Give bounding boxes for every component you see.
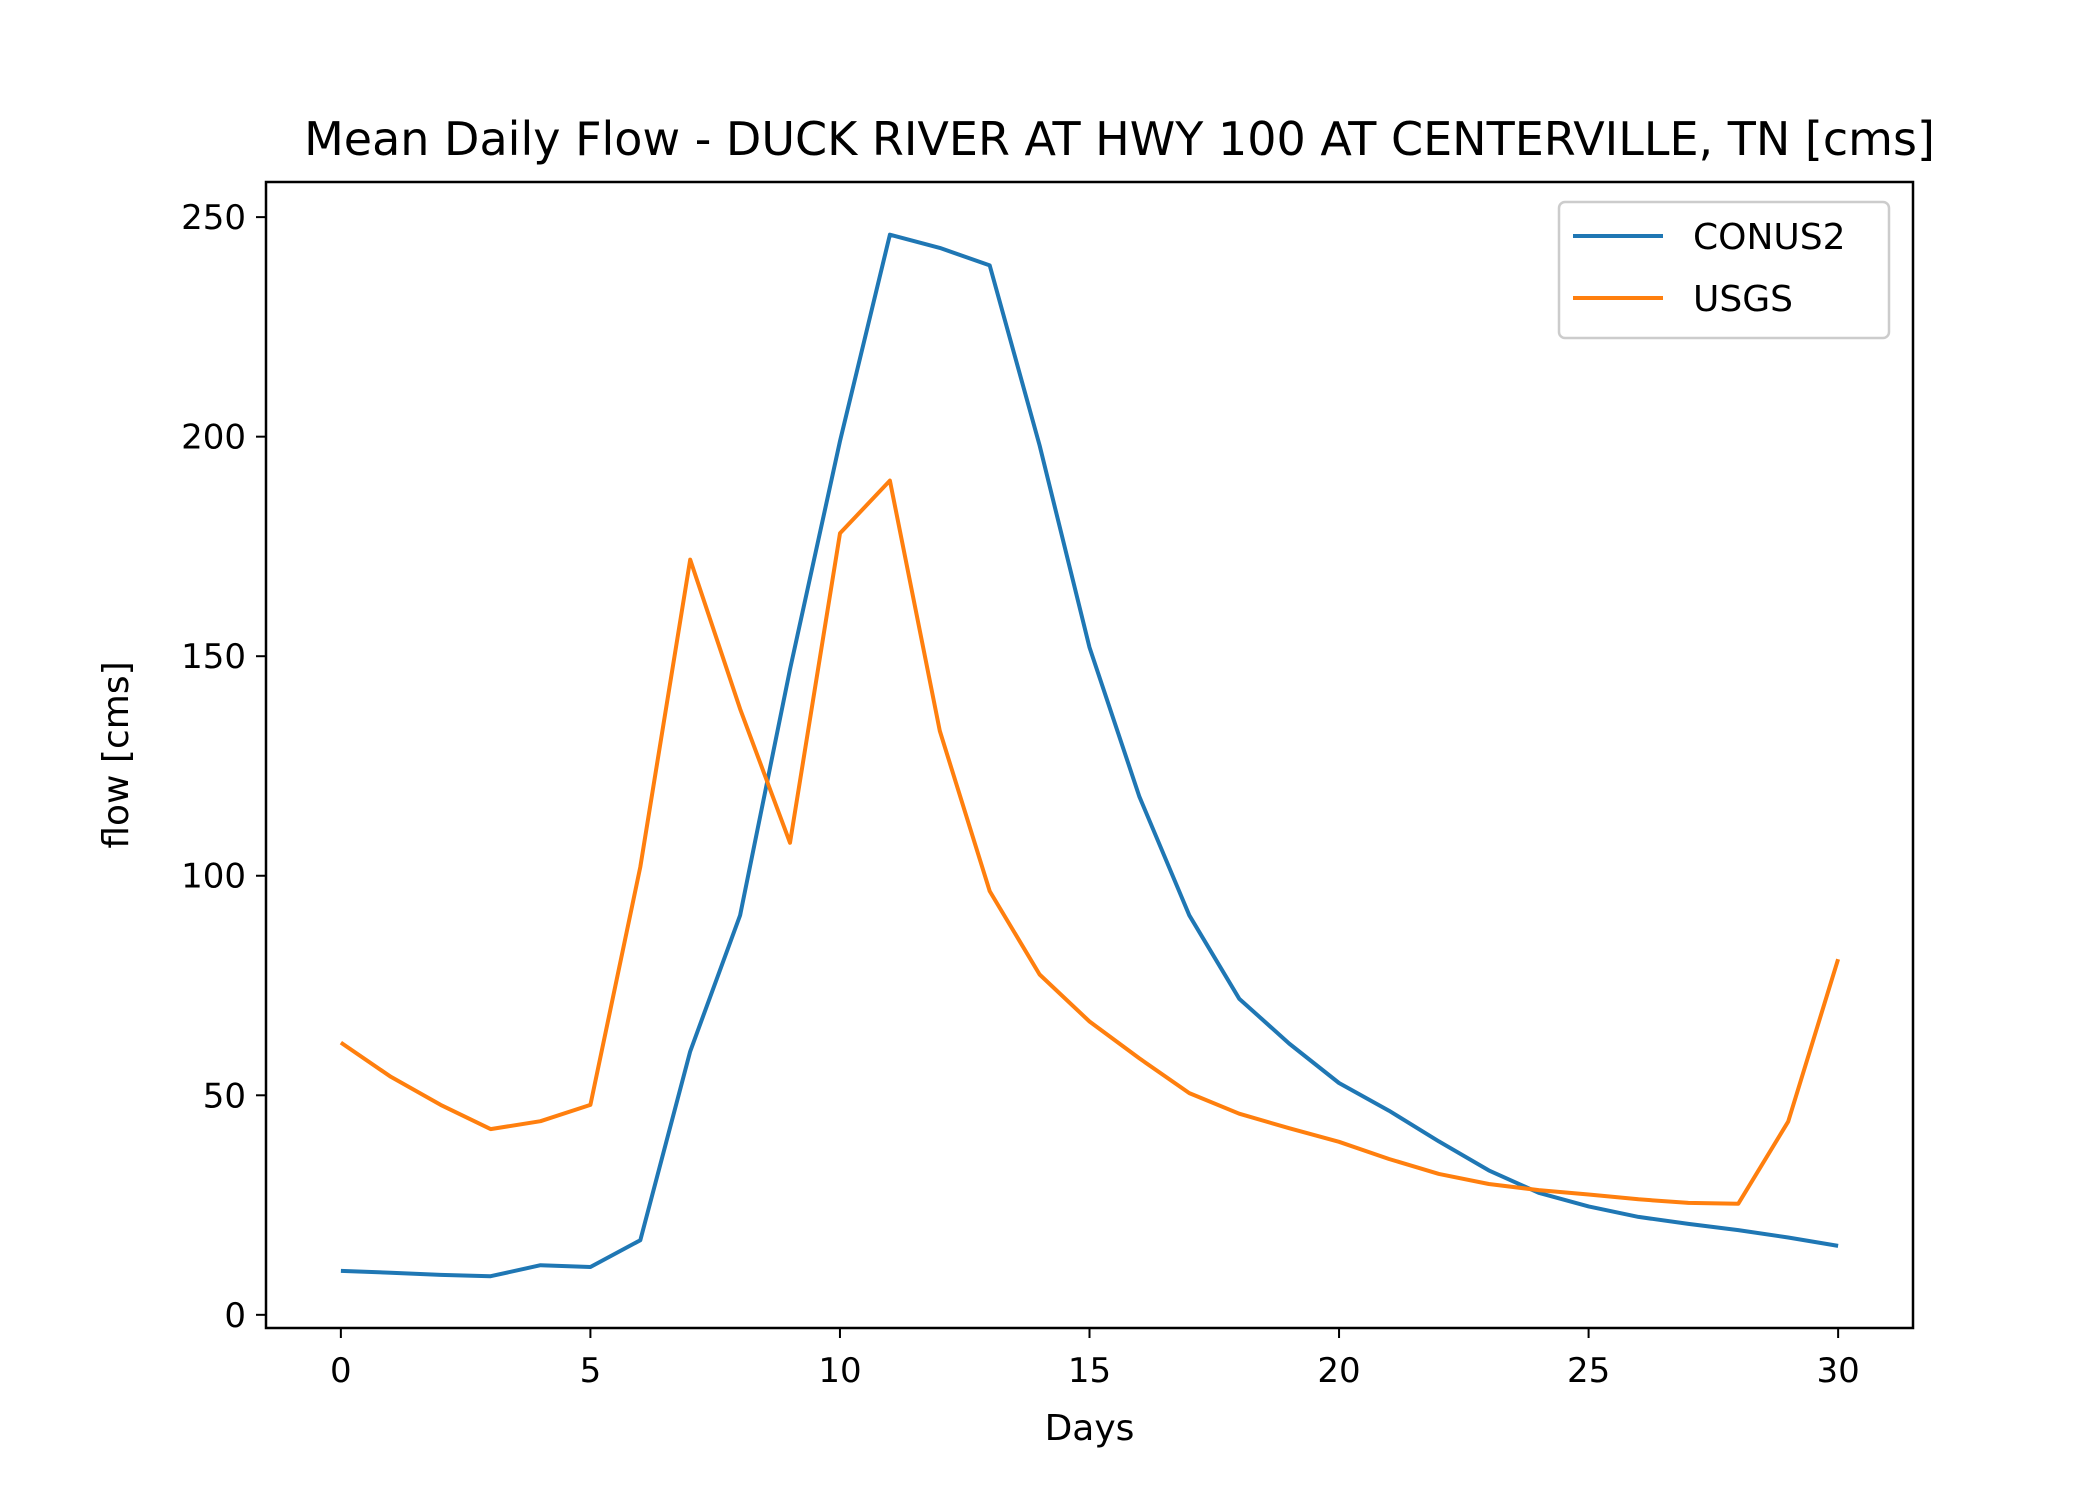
y-tick-label: 150 xyxy=(181,637,246,677)
x-tick-label: 25 xyxy=(1567,1351,1610,1391)
y-tick-label: 100 xyxy=(181,857,246,897)
y-tick-label: 0 xyxy=(224,1296,246,1336)
x-tick-label: 10 xyxy=(818,1351,861,1391)
y-axis-label: flow [cms] xyxy=(96,661,137,848)
legend-label-conus2: CONUS2 xyxy=(1693,217,1846,258)
x-tick-label: 20 xyxy=(1317,1351,1360,1391)
legend: CONUS2 USGS xyxy=(1557,200,1891,340)
series-layer xyxy=(339,232,1841,1279)
y-tick-label: 250 xyxy=(181,198,246,238)
legend-label-usgs: USGS xyxy=(1693,279,1793,320)
y-tick-label: 200 xyxy=(181,418,246,458)
x-tick-label: 0 xyxy=(330,1351,352,1391)
x-axis: 0 5 10 15 20 25 30 xyxy=(330,1328,1860,1391)
chart-title: Mean Daily Flow - DUCK RIVER AT HWY 100 … xyxy=(304,112,1935,166)
x-axis-label: Days xyxy=(1045,1408,1135,1449)
y-tick-label: 50 xyxy=(203,1076,246,1116)
x-tick-label: 15 xyxy=(1068,1351,1111,1391)
series-line-conus2 xyxy=(340,232,1839,1279)
x-tick-label: 30 xyxy=(1817,1351,1860,1391)
series-line-usgs xyxy=(339,478,1841,1206)
x-tick-label: 5 xyxy=(580,1351,602,1391)
y-axis: 0 50 100 150 200 250 xyxy=(181,198,266,1336)
plot-area-frame xyxy=(264,180,1915,1330)
